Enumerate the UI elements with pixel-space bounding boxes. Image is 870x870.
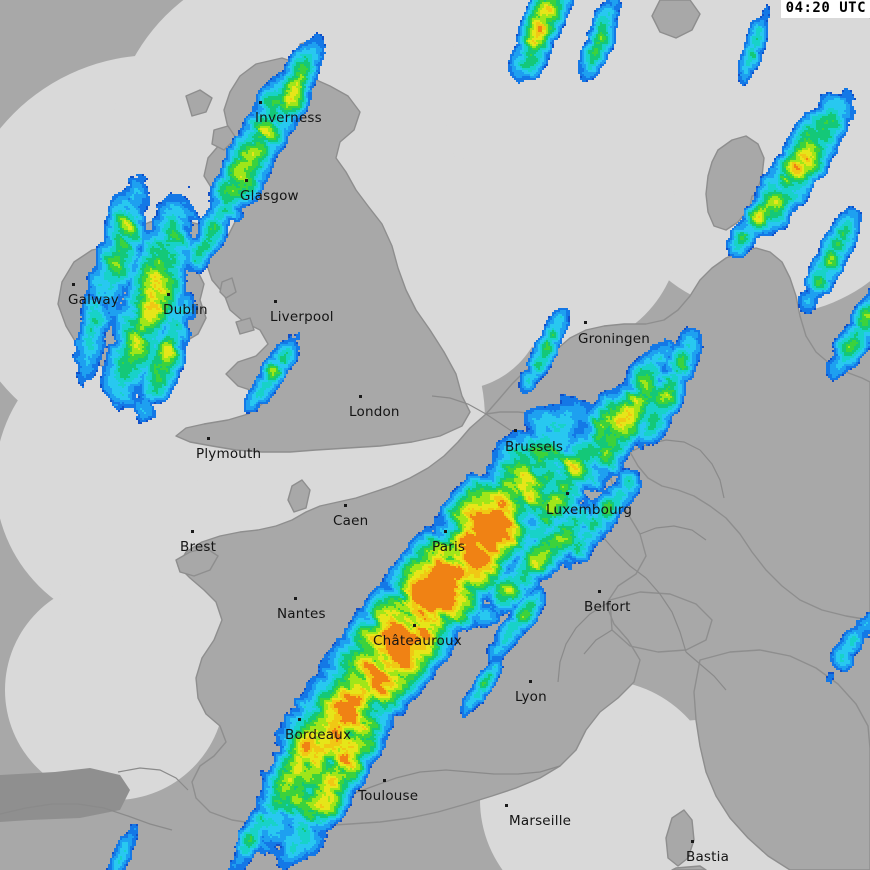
city-marker-dot bbox=[383, 779, 386, 782]
city-label-london: London bbox=[349, 404, 400, 420]
city-label-caen: Caen bbox=[333, 513, 369, 529]
city-marker-dot bbox=[259, 101, 262, 104]
city-marker-dot bbox=[245, 179, 248, 182]
city-label-toulouse: Toulouse bbox=[358, 788, 419, 804]
timestamp-badge: 04:20 UTC bbox=[780, 0, 870, 19]
city-label-belfort: Belfort bbox=[584, 599, 631, 615]
city-label-brest: Brest bbox=[180, 539, 217, 555]
city-label-marseille: Marseille bbox=[509, 813, 572, 829]
city-label-bastia: Bastia bbox=[686, 849, 730, 865]
city-label-luxembourg: Luxembourg bbox=[546, 502, 633, 518]
city-label-galway: Galway bbox=[68, 292, 119, 308]
city-label-glasgow: Glasgow bbox=[240, 188, 299, 204]
city-marker-dot bbox=[191, 530, 194, 533]
city-label-inverness: Inverness bbox=[255, 110, 322, 126]
city-label-nantes: Nantes bbox=[277, 606, 326, 622]
city-label-liverpool: Liverpool bbox=[270, 309, 334, 325]
city-marker-dot bbox=[584, 321, 587, 324]
city-label-lyon: Lyon bbox=[515, 689, 547, 705]
city-marker-dot bbox=[294, 597, 297, 600]
city-marker-dot bbox=[566, 492, 569, 495]
city-marker-dot bbox=[167, 293, 170, 296]
city-marker-dot bbox=[505, 804, 508, 807]
city-label-paris: Paris bbox=[432, 539, 466, 555]
city-marker-dot bbox=[444, 530, 447, 533]
city-label-ch-teauroux: Châteauroux bbox=[373, 633, 462, 649]
city-label-brussels: Brussels bbox=[505, 439, 564, 455]
city-marker-dot bbox=[598, 590, 601, 593]
city-label-dublin: Dublin bbox=[163, 302, 208, 318]
city-label-plymouth: Plymouth bbox=[196, 446, 262, 462]
city-marker-dot bbox=[298, 718, 301, 721]
city-label-groningen: Groningen bbox=[578, 331, 651, 347]
city-marker-dot bbox=[691, 840, 694, 843]
city-marker-dot bbox=[529, 680, 532, 683]
city-marker-dot bbox=[514, 429, 517, 432]
city-marker-dot bbox=[413, 624, 416, 627]
city-marker-dot bbox=[274, 300, 277, 303]
city-label-bordeaux: Bordeaux bbox=[285, 727, 352, 743]
city-marker-dot bbox=[344, 504, 347, 507]
city-marker-dot bbox=[72, 283, 75, 286]
city-marker-dot bbox=[359, 395, 362, 398]
city-marker-dot bbox=[207, 437, 210, 440]
